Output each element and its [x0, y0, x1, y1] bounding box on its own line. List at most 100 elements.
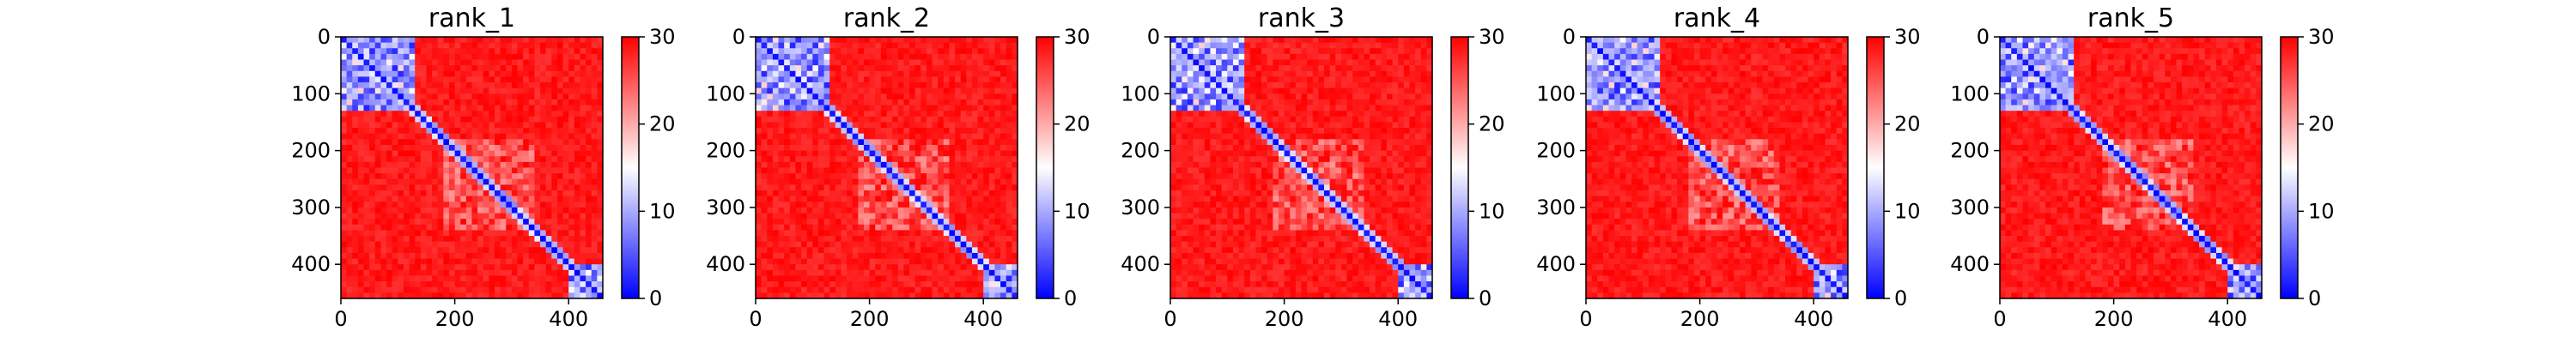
heatmap-cell	[341, 224, 348, 232]
heatmap-cell	[415, 178, 422, 185]
heatmap-cell	[357, 93, 365, 100]
heatmap-cell	[477, 241, 484, 248]
heatmap-cell	[1340, 116, 1348, 123]
heatmap-cell	[852, 82, 859, 89]
heatmap-cell	[369, 128, 376, 135]
heatmap-cell	[1273, 99, 1279, 106]
colorbar-tick-label: 20	[649, 112, 676, 136]
heatmap-cell	[523, 241, 530, 248]
heatmap-cell	[551, 116, 558, 123]
heatmap-cell	[341, 122, 348, 129]
heatmap-cell	[1370, 93, 1376, 100]
heatmap-cell	[511, 196, 519, 202]
heatmap-cell	[829, 236, 836, 243]
heatmap-cell	[443, 93, 450, 100]
heatmap-cell	[1005, 173, 1012, 180]
heatmap-cell	[420, 213, 428, 220]
heatmap-cell	[1335, 111, 1342, 117]
heatmap-cell	[1182, 53, 1188, 61]
heatmap-cell	[363, 247, 370, 254]
heatmap-cell	[454, 167, 461, 174]
heatmap-cell	[346, 202, 353, 208]
heatmap-cell	[495, 156, 501, 163]
heatmap-cell	[1273, 65, 1279, 72]
heatmap-cell	[823, 207, 830, 214]
heatmap-cell	[795, 87, 802, 94]
heatmap-cell	[369, 150, 376, 157]
heatmap-cell	[949, 82, 956, 89]
heatmap-cell	[591, 230, 598, 237]
heatmap-cell	[1005, 190, 1012, 197]
heatmap-cell	[847, 65, 854, 72]
heatmap-cell	[966, 111, 973, 117]
heatmap-cell	[852, 122, 859, 129]
heatmap-cell	[806, 184, 813, 191]
heatmap-cell	[352, 133, 359, 140]
heatmap-cell	[341, 252, 348, 260]
heatmap-cell	[346, 275, 353, 282]
heatmap-cell	[875, 292, 882, 299]
heatmap-cell	[1238, 53, 1245, 61]
heatmap-cell	[551, 93, 558, 100]
heatmap-cell	[983, 252, 990, 260]
heatmap-cell	[892, 76, 899, 83]
heatmap-cell	[949, 161, 956, 169]
heatmap-cell	[415, 219, 422, 226]
heatmap-cell	[1398, 59, 1405, 66]
heatmap-cell	[812, 281, 819, 288]
heatmap-cell	[909, 93, 916, 100]
heatmap-cell	[914, 133, 921, 140]
heatmap-cell	[1227, 93, 1234, 100]
heatmap-cell	[528, 230, 536, 237]
heatmap-cell	[574, 173, 581, 180]
heatmap-cell	[363, 258, 370, 265]
heatmap-cell	[829, 53, 836, 61]
heatmap-cell	[1170, 48, 1177, 55]
heatmap-cell	[568, 59, 575, 66]
heatmap-cell	[489, 133, 495, 140]
heatmap-cell	[403, 275, 410, 282]
heatmap-cell	[392, 93, 398, 100]
heatmap-cell	[767, 213, 774, 220]
heatmap-cell	[380, 258, 387, 265]
heatmap-cell	[817, 76, 825, 83]
heatmap-cell	[586, 139, 592, 146]
heatmap-cell	[971, 241, 979, 248]
heatmap-cell	[983, 219, 990, 226]
heatmap-cell	[943, 207, 951, 214]
heatmap-cell	[767, 70, 774, 78]
heatmap-cell	[823, 184, 830, 191]
heatmap-cell	[341, 87, 348, 94]
heatmap-cell	[932, 122, 939, 129]
heatmap-cell	[1193, 87, 1200, 94]
heatmap-cell	[465, 173, 473, 180]
heatmap-cell	[534, 286, 541, 293]
heatmap-cell	[926, 269, 933, 277]
heatmap-cell	[477, 224, 484, 232]
heatmap-cell	[591, 116, 598, 123]
heatmap-cell	[863, 275, 871, 282]
heatmap-cell	[897, 42, 904, 49]
heatmap-cell	[1216, 93, 1223, 100]
heatmap-cell	[1227, 76, 1234, 83]
heatmap-cell	[903, 76, 910, 83]
heatmap-cell	[756, 190, 762, 197]
heatmap-cell	[363, 59, 370, 66]
heatmap-cell	[437, 53, 444, 61]
heatmap-cell	[756, 275, 762, 282]
heatmap-cell	[374, 42, 382, 49]
heatmap-cell	[523, 184, 530, 191]
heatmap-cell	[483, 247, 489, 254]
heatmap-cell	[465, 269, 473, 277]
heatmap-cell	[574, 241, 581, 248]
heatmap-cell	[460, 59, 467, 66]
heatmap-cell	[949, 156, 956, 163]
heatmap-cell	[409, 122, 416, 129]
heatmap-cell	[761, 82, 768, 89]
heatmap-cell	[495, 139, 501, 146]
heatmap-cell	[988, 247, 996, 254]
heatmap-cell	[756, 286, 762, 293]
heatmap-cell	[420, 207, 428, 214]
heatmap-cell	[534, 65, 541, 72]
heatmap-cell	[892, 184, 899, 191]
